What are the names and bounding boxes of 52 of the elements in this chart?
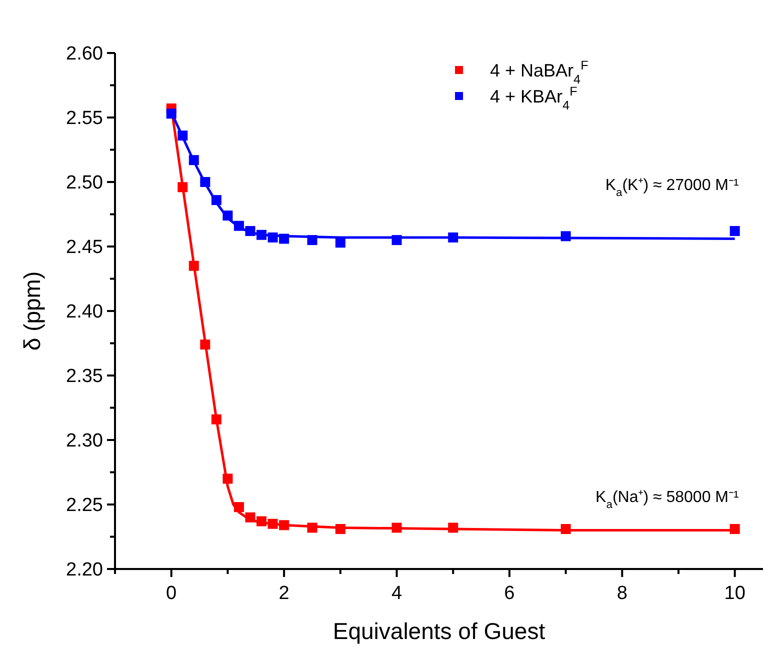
point bbox=[335, 524, 346, 534]
x-tick-label: 6 bbox=[504, 583, 515, 604]
point bbox=[268, 232, 278, 242]
y-axis-title: δ (ppm) bbox=[19, 271, 45, 351]
point bbox=[222, 210, 233, 221]
point bbox=[234, 220, 244, 231]
annotation: K$_{a}$(K⁺) ≈ 27000 M⁻¹ bbox=[605, 177, 739, 199]
point bbox=[730, 524, 740, 534]
x-tick-label: 0 bbox=[166, 583, 177, 604]
point bbox=[560, 524, 571, 534]
y-tick-label: 2.25 bbox=[66, 495, 103, 516]
y-tick-label: 2.20 bbox=[66, 560, 103, 581]
x-tick-label: 10 bbox=[724, 583, 746, 604]
point bbox=[188, 155, 199, 166]
point bbox=[234, 502, 244, 512]
y-tick-label: 2.50 bbox=[66, 172, 103, 194]
y-tick-label: 2.30 bbox=[66, 430, 103, 452]
point bbox=[448, 232, 458, 242]
point bbox=[245, 226, 256, 236]
point bbox=[307, 522, 318, 533]
point bbox=[448, 522, 458, 533]
point bbox=[256, 516, 267, 526]
point bbox=[268, 518, 278, 529]
point bbox=[335, 238, 346, 248]
y-tick-label: 2.45 bbox=[66, 237, 103, 258]
point bbox=[307, 235, 318, 246]
point bbox=[211, 195, 222, 206]
y-tick-label: 2.35 bbox=[66, 366, 103, 388]
point bbox=[200, 340, 210, 350]
y-tick-label: 2.40 bbox=[66, 302, 103, 323]
point bbox=[279, 234, 290, 244]
point bbox=[256, 230, 267, 240]
point bbox=[166, 108, 176, 119]
x-axis-title: Equivalents of Guest bbox=[332, 618, 546, 644]
x-tick-label: 8 bbox=[616, 583, 628, 604]
point bbox=[178, 182, 188, 192]
point bbox=[392, 522, 402, 533]
point bbox=[188, 260, 199, 271]
point bbox=[279, 520, 290, 530]
x-tick-label: 2 bbox=[278, 583, 290, 604]
point bbox=[178, 130, 188, 141]
annotation: K$_{a}$(Na⁺) ≈ 58000 M⁻¹ bbox=[596, 489, 739, 511]
point bbox=[211, 414, 222, 424]
y-tick-label: 2.55 bbox=[66, 108, 103, 130]
point bbox=[222, 474, 233, 484]
y-tick-label: 2.60 bbox=[66, 44, 103, 65]
point bbox=[560, 231, 571, 242]
point bbox=[245, 512, 256, 522]
point bbox=[730, 226, 740, 236]
x-tick-label: 4 bbox=[391, 583, 402, 604]
point bbox=[200, 177, 210, 187]
point bbox=[392, 235, 402, 246]
